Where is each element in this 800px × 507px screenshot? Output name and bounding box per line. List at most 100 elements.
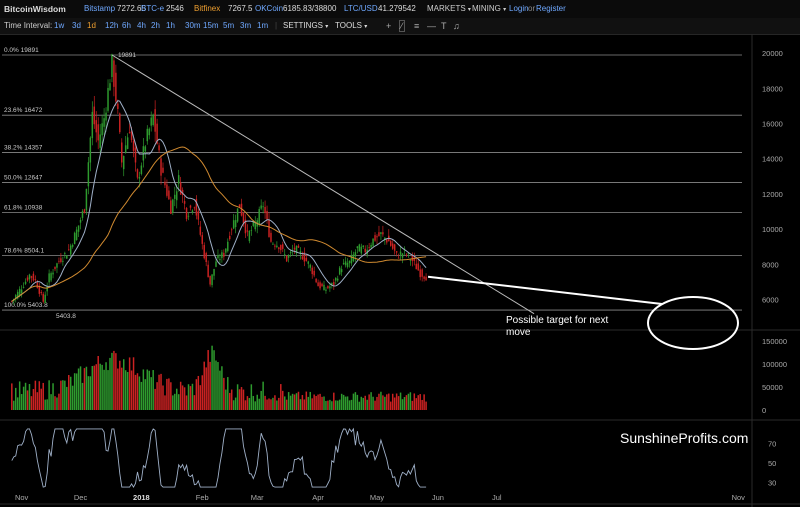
plus-icon[interactable]: + [386, 21, 392, 31]
volume-bar [16, 397, 19, 410]
volume-bar [189, 386, 192, 410]
interval-1d[interactable]: 1d [87, 21, 96, 30]
interval-30m[interactable]: 30m [185, 21, 201, 30]
candle-body [425, 276, 427, 281]
markets-menu[interactable]: MARKETS ▾ [427, 0, 471, 19]
interval-1w[interactable]: 1w [54, 21, 65, 30]
candle-body [66, 255, 68, 259]
interval-3m[interactable]: 3m [240, 21, 252, 30]
register-link[interactable]: Register [536, 4, 566, 13]
brand-logo[interactable]: BitcoinWisdom [4, 4, 66, 14]
candle-body [50, 273, 52, 281]
volume-bar [62, 380, 64, 410]
volume-bar [105, 362, 107, 410]
interval-4h[interactable]: 4h [137, 21, 146, 30]
line-draw-icon[interactable]: ⁄ [399, 20, 405, 32]
volume-bar [52, 383, 54, 410]
fibonacci-levels: 0.0% 19891 23.6% 16472 38.2% 14357 50.0% 12… [2, 47, 742, 320]
price-tick-label: 8000 [762, 260, 779, 269]
interval-12h[interactable]: 12h [105, 21, 119, 30]
target-ellipse [647, 296, 739, 350]
candle-body [193, 207, 196, 209]
volume-bar [156, 382, 158, 410]
price-chart[interactable]: 0.0% 19891 23.6% 16472 38.2% 14357 50.0% 12… [0, 34, 800, 507]
interval-2h[interactable]: 2h [151, 21, 160, 30]
fib-icon[interactable]: ≡ [414, 21, 420, 31]
interval-5m[interactable]: 5m [223, 21, 235, 30]
volume-bar [248, 398, 251, 410]
volume-bar [299, 399, 302, 410]
exchange-bitstamp[interactable]: Bitstamp [84, 4, 116, 13]
ltcusd-price: 41.279542 [378, 4, 416, 13]
volume-tick-label: 0 [762, 406, 766, 415]
volume-bar [372, 396, 374, 410]
candle-body [111, 54, 113, 78]
exchange-bitfinex[interactable]: Bitfinex [194, 4, 221, 13]
candle-body [285, 255, 288, 262]
top-bar: BitcoinWisdom Bitstamp 7272.65 BTC-e 254… [0, 0, 800, 19]
annotation: Possible target for next move SunshineProf… [427, 275, 748, 446]
volume-bar [254, 401, 257, 410]
bell-icon[interactable]: ♫ [453, 21, 460, 31]
candle-body [283, 254, 286, 256]
volume-bar [348, 400, 351, 410]
candle-body [350, 255, 353, 264]
exchange-ltcusd[interactable]: LTC/USD [344, 4, 378, 13]
candle-body [48, 273, 50, 283]
settings-menu[interactable]: SETTINGS ▾ [283, 18, 328, 35]
candle-body [199, 226, 202, 235]
exchange-okcoin[interactable]: OKCoin [255, 4, 284, 13]
candle-body [244, 219, 247, 234]
volume-bar [266, 399, 268, 410]
candle-body [109, 83, 111, 91]
candle-body [152, 114, 154, 126]
candle-body [382, 232, 384, 235]
interval-6h[interactable]: 6h [122, 21, 131, 30]
volume-bar [291, 393, 294, 410]
volume-bar [221, 366, 223, 410]
toolbar-divider: | [275, 21, 278, 30]
candle-body [333, 281, 335, 286]
horizontal-line-icon[interactable]: — [427, 21, 436, 31]
candle-body [138, 177, 141, 179]
volume-bar [64, 380, 66, 410]
candle-body [258, 209, 260, 225]
volume-bar [250, 384, 253, 410]
candle-body [391, 243, 394, 249]
interval-1h[interactable]: 1h [166, 21, 175, 30]
candle-body [276, 245, 278, 248]
interval-3d[interactable]: 3d [72, 21, 81, 30]
candle-body [282, 244, 284, 249]
volume-bar [197, 375, 200, 410]
x-tick-label: Jun [432, 493, 444, 502]
candle-body [160, 158, 162, 176]
volume-bar [146, 369, 149, 410]
exchange-btce[interactable]: BTC-e [141, 4, 165, 13]
interval-15m[interactable]: 15m [203, 21, 219, 30]
candle-body [32, 273, 35, 281]
candle-body [121, 142, 123, 163]
candle-body [307, 261, 310, 264]
interval-1m[interactable]: 1m [257, 21, 269, 30]
volume-bar [409, 392, 412, 410]
moving-averages [11, 100, 427, 302]
volume-bar [388, 393, 390, 410]
x-tick-label: Mar [251, 493, 264, 502]
volume-bar [280, 384, 282, 410]
volume-bar [166, 378, 168, 410]
login-link[interactable]: Login [509, 4, 529, 13]
mining-menu[interactable]: MINING ▾ [472, 0, 506, 19]
text-icon[interactable]: T [441, 21, 447, 31]
volume-bar [124, 370, 127, 410]
volume-bar [411, 400, 414, 410]
candle-body [89, 137, 92, 163]
candle-body [407, 253, 410, 254]
volume-bar [301, 395, 304, 410]
candle-body [156, 123, 158, 144]
volume-bars [11, 345, 427, 410]
candle-body [368, 247, 370, 249]
candle-body [336, 278, 339, 281]
candle-body [248, 231, 251, 242]
tools-menu[interactable]: TOOLS ▾ [335, 18, 367, 35]
volume-bar [401, 399, 404, 410]
